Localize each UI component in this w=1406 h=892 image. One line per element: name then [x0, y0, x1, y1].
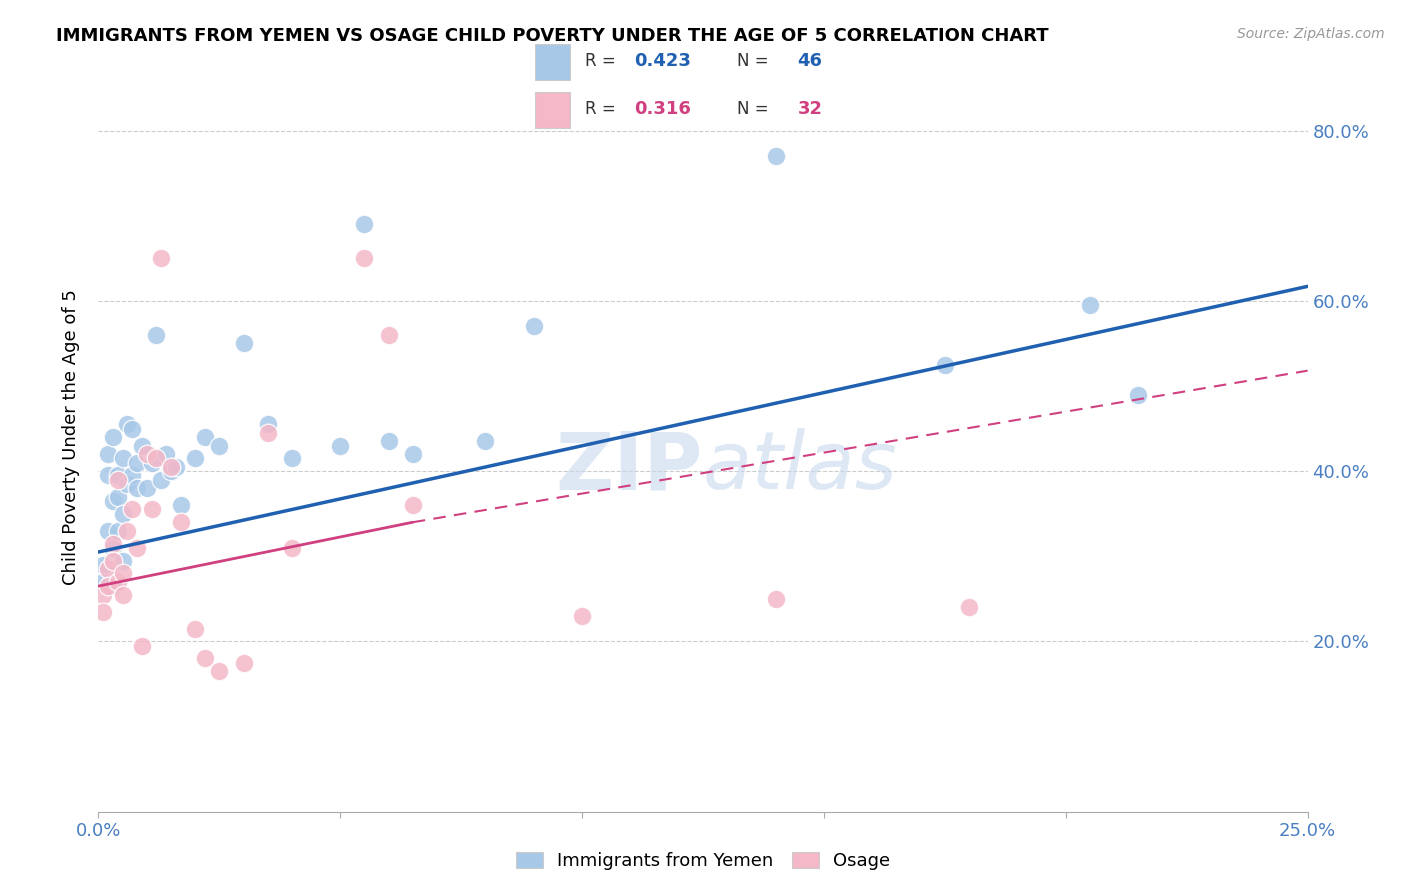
Point	[127, 481, 149, 495]
Point	[474, 434, 496, 449]
Point	[160, 459, 183, 474]
Text: 0.316: 0.316	[634, 100, 690, 118]
Point	[184, 451, 207, 466]
Point	[281, 451, 304, 466]
Point	[194, 430, 217, 444]
Point	[127, 541, 149, 555]
Point	[111, 588, 134, 602]
Point	[91, 605, 114, 619]
Point	[145, 327, 167, 342]
Text: N =: N =	[737, 100, 768, 118]
Text: Source: ZipAtlas.com: Source: ZipAtlas.com	[1237, 27, 1385, 41]
Point	[97, 447, 120, 461]
Point	[155, 447, 177, 461]
Point	[1128, 387, 1150, 401]
Point	[208, 664, 231, 678]
Text: atlas: atlas	[703, 428, 898, 506]
Point	[145, 451, 167, 466]
Point	[957, 600, 980, 615]
Point	[117, 476, 139, 491]
Point	[256, 425, 278, 440]
Text: 32: 32	[797, 100, 823, 118]
Point	[101, 541, 124, 555]
Point	[141, 456, 163, 470]
Point	[101, 536, 124, 550]
Point	[150, 473, 173, 487]
Point	[91, 558, 114, 572]
Point	[281, 541, 304, 555]
Point	[169, 515, 191, 529]
Point	[121, 502, 143, 516]
Point	[101, 553, 124, 567]
Point	[111, 507, 134, 521]
Legend: Immigrants from Yemen, Osage: Immigrants from Yemen, Osage	[509, 845, 897, 878]
Point	[121, 468, 143, 483]
Point	[97, 579, 120, 593]
Point	[165, 459, 187, 474]
Point	[232, 656, 254, 670]
Point	[111, 553, 134, 567]
Point	[131, 439, 153, 453]
Text: IMMIGRANTS FROM YEMEN VS OSAGE CHILD POVERTY UNDER THE AGE OF 5 CORRELATION CHAR: IMMIGRANTS FROM YEMEN VS OSAGE CHILD POV…	[56, 27, 1049, 45]
Point	[141, 502, 163, 516]
Text: N =: N =	[737, 53, 768, 70]
Point	[353, 252, 375, 266]
Point	[97, 524, 120, 538]
Point	[402, 498, 425, 512]
Point	[329, 439, 352, 453]
Text: R =: R =	[585, 53, 616, 70]
Point	[377, 434, 399, 449]
Point	[765, 591, 787, 606]
Point	[107, 490, 129, 504]
Point	[256, 417, 278, 432]
Y-axis label: Child Poverty Under the Age of 5: Child Poverty Under the Age of 5	[62, 289, 80, 585]
Point	[101, 494, 124, 508]
Point	[184, 622, 207, 636]
FancyBboxPatch shape	[536, 44, 569, 79]
Point	[169, 498, 191, 512]
Point	[160, 464, 183, 478]
Point	[377, 327, 399, 342]
Point	[97, 562, 120, 576]
Point	[135, 447, 157, 461]
Point	[107, 473, 129, 487]
Point	[111, 566, 134, 581]
Point	[101, 579, 124, 593]
Point	[107, 524, 129, 538]
Point	[91, 588, 114, 602]
Text: 46: 46	[797, 53, 823, 70]
Point	[1078, 298, 1101, 312]
Point	[101, 430, 124, 444]
Point	[117, 524, 139, 538]
Point	[131, 639, 153, 653]
Point	[127, 456, 149, 470]
Point	[934, 358, 956, 372]
Point	[571, 608, 593, 623]
FancyBboxPatch shape	[536, 92, 569, 128]
Point	[107, 574, 129, 589]
Point	[353, 217, 375, 231]
Point	[232, 336, 254, 351]
Point	[402, 447, 425, 461]
Point	[117, 417, 139, 432]
Text: 0.423: 0.423	[634, 53, 690, 70]
Point	[111, 451, 134, 466]
Point	[194, 651, 217, 665]
Point	[765, 149, 787, 163]
Point	[97, 468, 120, 483]
Point	[107, 468, 129, 483]
Point	[135, 481, 157, 495]
Point	[208, 439, 231, 453]
Text: ZIP: ZIP	[555, 428, 703, 506]
Point	[91, 574, 114, 589]
Text: R =: R =	[585, 100, 616, 118]
Point	[121, 421, 143, 435]
Point	[150, 252, 173, 266]
Point	[523, 319, 546, 334]
